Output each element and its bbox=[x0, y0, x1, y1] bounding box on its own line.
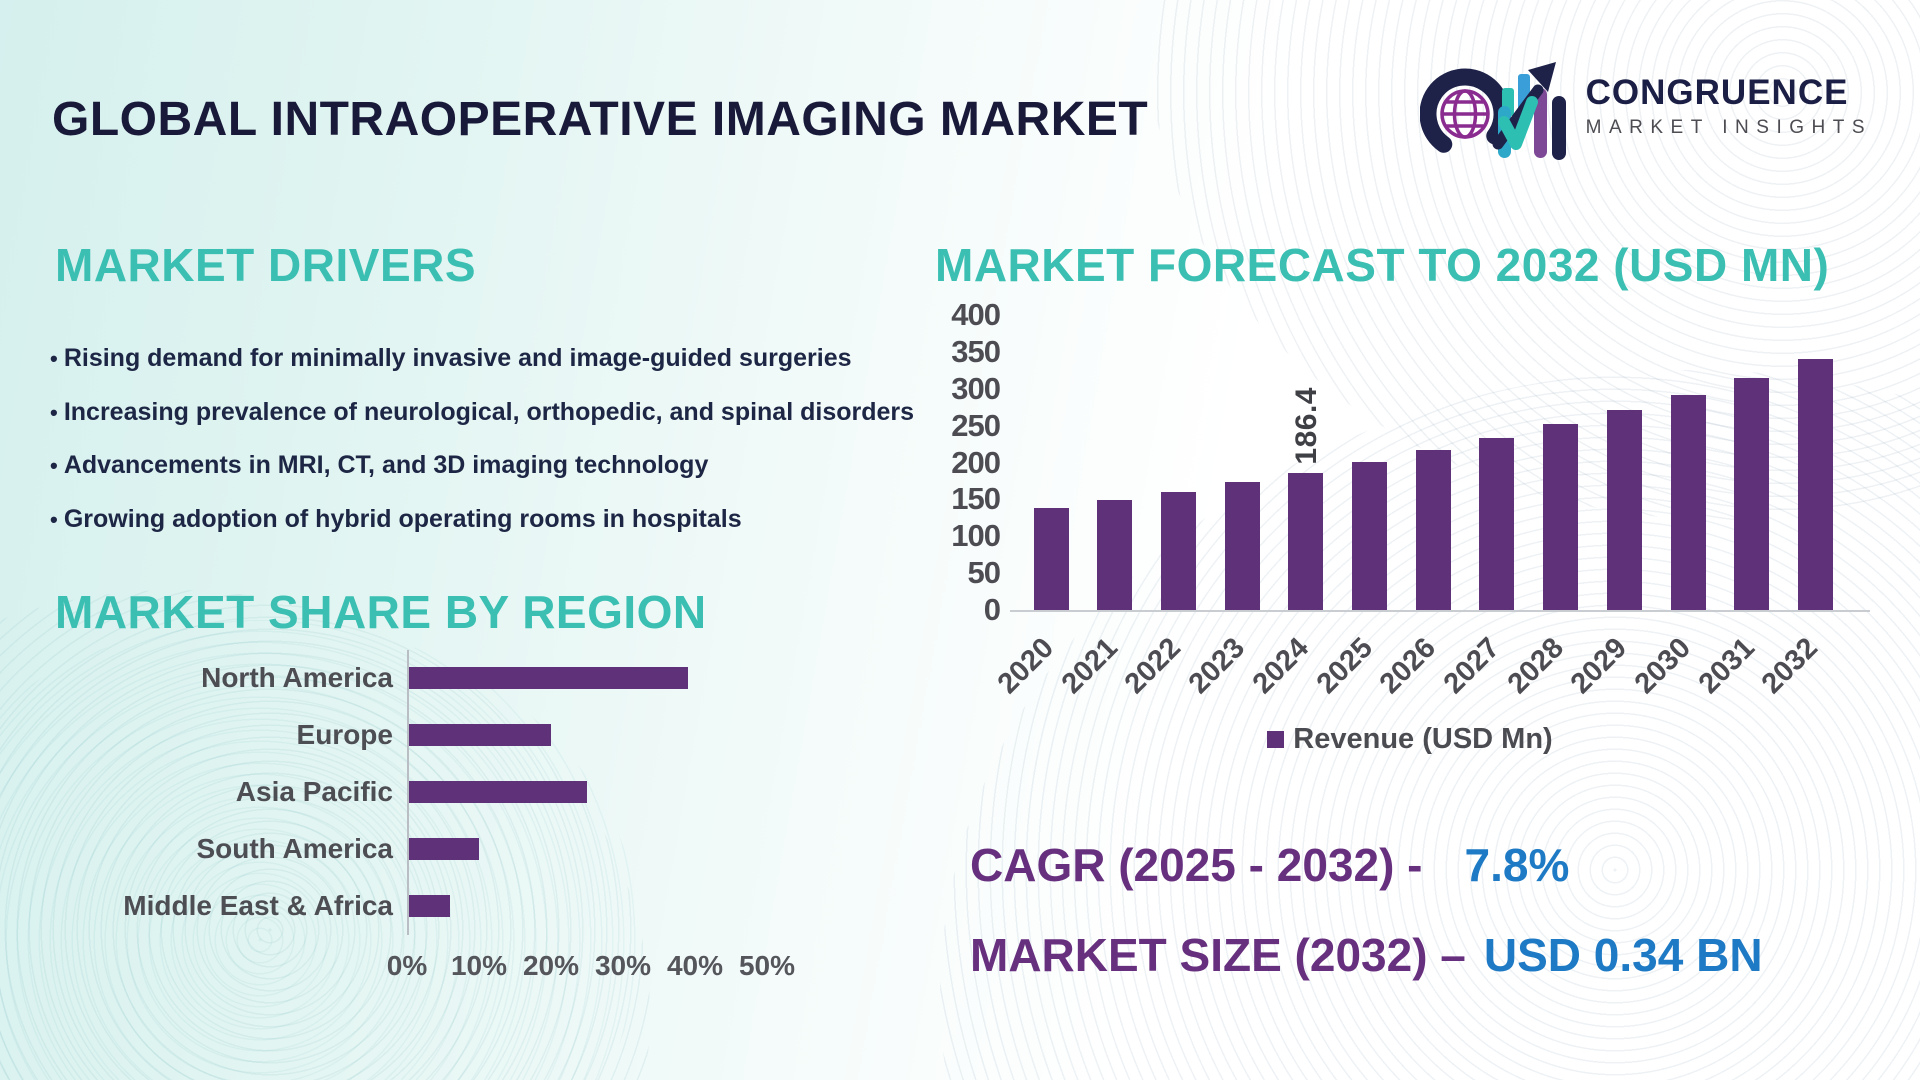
cagr-label: CAGR (2025 - 2032) - bbox=[970, 839, 1423, 891]
forecast-y-tick-label: 0 bbox=[983, 592, 1001, 627]
forecast-x-tick-label: 2029 bbox=[1565, 631, 1634, 701]
page-title: GLOBAL INTRAOPERATIVE IMAGING MARKET bbox=[52, 93, 1149, 146]
forecast-x-tick-label: 2020 bbox=[991, 631, 1060, 701]
share-region-bar bbox=[407, 781, 587, 803]
share-x-tick-label: 50% bbox=[738, 950, 796, 981]
market-size-line: MARKET SIZE (2032) – USD 0.34 BN bbox=[970, 928, 1763, 982]
forecast-x-tick-label: 2032 bbox=[1756, 631, 1825, 701]
share-region-label: South America bbox=[196, 833, 393, 864]
forecast-x-tick-label: 2025 bbox=[1310, 631, 1379, 701]
forecast-x-tick-label: 2023 bbox=[1182, 631, 1252, 701]
logo-brand-name: CONGRUENCE bbox=[1585, 72, 1849, 112]
share-region-bar bbox=[407, 895, 451, 917]
forecast-bar-2029 bbox=[1606, 410, 1642, 610]
forecast-plot-area: 186.4 bbox=[1010, 315, 1870, 612]
forecast-y-tick-label: 50 bbox=[967, 555, 1001, 591]
forecast-x-tick-label: 2021 bbox=[1055, 631, 1124, 701]
share-chart-axis-line bbox=[407, 650, 409, 935]
share-x-tick-label: 40% bbox=[666, 950, 724, 981]
driver-bullet: Advancements in MRI, CT, and 3D imaging … bbox=[50, 439, 930, 493]
share-region-bar bbox=[407, 724, 551, 746]
share-region-label: North America bbox=[201, 662, 393, 693]
market-forecast-heading: MARKET FORECAST TO 2032 (USD MN) bbox=[935, 239, 1830, 291]
share-region-label: Europe bbox=[296, 719, 393, 750]
cagr-value: 7.8% bbox=[1464, 839, 1570, 891]
share-chart-row: Europe bbox=[52, 719, 812, 750]
market-share-chart: North America Europe Asia Pacific South Ame… bbox=[52, 650, 812, 995]
share-region-bar bbox=[407, 667, 688, 689]
forecast-bar-2026 bbox=[1415, 449, 1451, 610]
forecast-x-tick-label: 2030 bbox=[1628, 631, 1697, 701]
forecast-bar-2021 bbox=[1097, 500, 1133, 610]
share-chart-row: South America bbox=[52, 833, 812, 864]
forecast-x-tick-label: 2024 bbox=[1246, 631, 1315, 701]
market-share-heading: MARKET SHARE BY REGION bbox=[55, 586, 707, 638]
cagr-line: CAGR (2025 - 2032) - 7.8% bbox=[970, 838, 1569, 892]
forecast-x-tick-label: 2027 bbox=[1437, 631, 1506, 701]
forecast-y-tick-label: 200 bbox=[951, 444, 1001, 480]
forecast-y-tick-label: 150 bbox=[951, 481, 1001, 517]
legend-color-swatch bbox=[1267, 731, 1285, 748]
forecast-y-tick-label: 300 bbox=[951, 370, 1001, 406]
forecast-x-tick-label: 2028 bbox=[1501, 631, 1570, 701]
forecast-x-tick-label: 2026 bbox=[1373, 631, 1443, 701]
forecast-data-label: 186.4 bbox=[1289, 386, 1323, 465]
forecast-bar-2025 bbox=[1352, 461, 1387, 610]
forecast-bar-2030 bbox=[1670, 394, 1706, 610]
forecast-y-tick-label: 400 bbox=[951, 297, 1001, 332]
driver-bullet: Rising demand for minimally invasive and… bbox=[50, 332, 930, 386]
forecast-x-tick-label: 2031 bbox=[1692, 631, 1761, 701]
forecast-bar-2024 bbox=[1288, 472, 1324, 610]
logo-tagline: MARKET INSIGHTS bbox=[1585, 117, 1872, 139]
forecast-bar-2027 bbox=[1479, 438, 1515, 610]
congruence-logo: CONGRUENCE MARKET INSIGHTS bbox=[1419, 48, 1872, 166]
market-forecast-chart: 0 50 100 150 200 250 300 350 400 186.4 Revenue (… bbox=[930, 299, 1890, 785]
share-region-bar bbox=[407, 838, 479, 860]
share-region-label: Middle East & Africa bbox=[123, 890, 393, 921]
share-chart-row: North America bbox=[52, 662, 812, 693]
share-chart-row: Middle East & Africa bbox=[52, 890, 812, 921]
forecast-y-tick-label: 250 bbox=[951, 407, 1001, 443]
forecast-bar-2023 bbox=[1224, 482, 1260, 610]
forecast-bar-2020 bbox=[1033, 508, 1069, 610]
market-drivers-list: Rising demand for minimally invasive and… bbox=[50, 332, 930, 546]
market-size-value: USD 0.34 BN bbox=[1483, 929, 1763, 981]
forecast-bar-2032 bbox=[1797, 359, 1833, 610]
share-x-tick-label: 20% bbox=[522, 950, 580, 981]
driver-bullet: Growing adoption of hybrid operating roo… bbox=[50, 493, 930, 547]
forecast-bar-2031 bbox=[1734, 377, 1770, 610]
share-region-label: Asia Pacific bbox=[235, 776, 393, 807]
share-x-tick-label: 10% bbox=[450, 950, 508, 981]
forecast-y-tick-label: 100 bbox=[951, 518, 1001, 554]
share-x-tick-label: 30% bbox=[594, 950, 652, 981]
forecast-y-tick-label: 350 bbox=[951, 333, 1001, 369]
forecast-x-tick-label: 2022 bbox=[1119, 631, 1188, 701]
congruence-logo-icon bbox=[1419, 62, 1566, 160]
market-size-label: MARKET SIZE (2032) – bbox=[970, 929, 1466, 981]
share-chart-row: Asia Pacific bbox=[52, 776, 812, 807]
forecast-legend: Revenue (USD Mn) bbox=[930, 723, 1890, 756]
forecast-bar-2022 bbox=[1160, 492, 1196, 610]
forecast-bar-2028 bbox=[1543, 424, 1579, 610]
legend-label: Revenue (USD Mn) bbox=[1293, 723, 1553, 755]
logo-text: CONGRUENCE MARKET INSIGHTS bbox=[1585, 72, 1872, 140]
share-chart-x-ticks: 0% 10% 20% 30% 40% 50% bbox=[52, 950, 812, 984]
driver-bullet: Increasing prevalence of neurological, o… bbox=[50, 386, 930, 440]
share-x-tick-label: 0% bbox=[386, 950, 428, 981]
market-drivers-heading: MARKET DRIVERS bbox=[55, 239, 477, 291]
